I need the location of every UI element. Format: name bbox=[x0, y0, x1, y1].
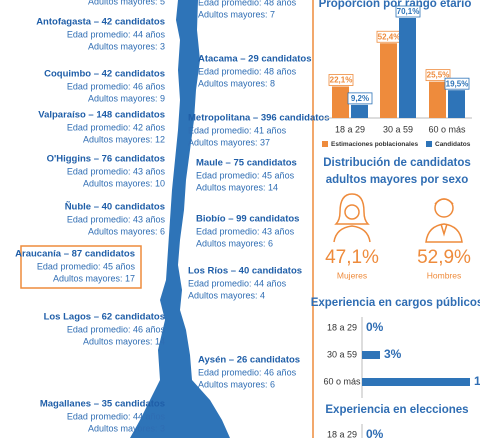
y-tick-label: 30 a 59 bbox=[327, 349, 357, 359]
value-label: 22,1% bbox=[330, 76, 353, 85]
woman-icon bbox=[333, 193, 371, 243]
bar bbox=[399, 18, 416, 118]
region-title: Valparaíso – 148 candidatos bbox=[38, 110, 165, 121]
chart-title: Experiencia en elecciones bbox=[325, 404, 468, 416]
label-box bbox=[347, 92, 373, 105]
value-label: 3% bbox=[384, 347, 402, 361]
region-seniors: Adultos mayores: 17 bbox=[53, 273, 135, 283]
region-age: Edad promedio: 43 años bbox=[67, 214, 166, 224]
region-seniors: Adultos mayores: 3 bbox=[88, 41, 165, 51]
chile-map bbox=[130, 0, 230, 438]
region-seniors: Adultos mayores: 6 bbox=[196, 238, 273, 248]
value-label: 19,5% bbox=[446, 79, 469, 88]
region-seniors: Adultos mayores: 9 bbox=[88, 93, 165, 103]
label-box bbox=[444, 77, 470, 90]
region-title: Magallanes – 35 candidatos bbox=[40, 399, 165, 410]
region-seniors: Adultos mayores: 14 bbox=[196, 182, 278, 192]
stat-label: Mujeres bbox=[337, 270, 367, 280]
region-title: Metropolitana – 396 candidatos bbox=[188, 113, 329, 124]
region-age: Edad promedio: 46 años bbox=[198, 367, 297, 377]
region-age: Edad promedio: 48 años bbox=[198, 0, 297, 7]
value-label: 25,5% bbox=[427, 71, 450, 80]
bar bbox=[380, 43, 397, 118]
region-age: Edad promedio: 45 años bbox=[37, 261, 136, 271]
region-seniors: Adultos mayores: 37 bbox=[188, 137, 270, 147]
bar bbox=[362, 378, 470, 386]
value-label: 0% bbox=[366, 427, 384, 438]
y-tick-label: 18 a 29 bbox=[327, 429, 357, 438]
region-seniors: Adultos mayores: 8 bbox=[198, 78, 275, 88]
region-seniors: Adultos mayores: 6 bbox=[198, 379, 275, 389]
region-title: Aysén – 26 candidatos bbox=[198, 355, 300, 366]
region-title: Los Lagos – 62 candidatos bbox=[44, 312, 165, 323]
region-seniors: Adultos mayores: 5 bbox=[88, 0, 165, 6]
region-seniors: Adultos mayores: 14 bbox=[83, 336, 165, 346]
chart-title: Distribución de candidatos adultos mayore… bbox=[323, 157, 471, 186]
region-title: Los Ríos – 40 candidatos bbox=[188, 266, 302, 277]
stat-value: 52,9% bbox=[417, 247, 471, 268]
man-icon bbox=[425, 198, 463, 243]
region-seniors: Adultos mayores: 4 bbox=[188, 290, 265, 300]
label-box bbox=[395, 5, 421, 18]
region-title: Ñuble – 40 candidatos bbox=[65, 202, 165, 213]
x-tick-label: 18 a 29 bbox=[335, 124, 365, 134]
x-tick-label: 60 o más bbox=[428, 124, 466, 134]
stat-value: 47,1% bbox=[325, 247, 379, 268]
bar bbox=[429, 81, 446, 118]
region-age: Edad promedio: 44 años bbox=[67, 411, 166, 421]
region-age: Edad promedio: 42 años bbox=[67, 122, 166, 132]
region-seniors: Adultos mayores: 6 bbox=[88, 226, 165, 236]
region-title: O'Higgins – 76 candidatos bbox=[47, 154, 165, 165]
legend-swatch bbox=[426, 141, 432, 147]
value-label: 70,1% bbox=[397, 7, 420, 16]
region-title: Coquimbo – 42 candidatos bbox=[44, 69, 165, 80]
value-label: 52,4% bbox=[378, 32, 401, 41]
region-age: Edad promedio: 43 años bbox=[67, 166, 166, 176]
bar bbox=[351, 104, 368, 118]
legend-label: Candidatos bbox=[435, 141, 471, 148]
bar bbox=[362, 351, 380, 359]
region-title: Maule – 75 candidatos bbox=[196, 158, 297, 169]
highlight-box bbox=[20, 245, 142, 289]
label-box bbox=[328, 74, 354, 86]
value-label: 18% bbox=[474, 374, 480, 388]
region-seniors: Adultos mayores: 12 bbox=[83, 134, 165, 144]
value-label: 9,2% bbox=[351, 94, 369, 103]
stat-label: Hombres bbox=[427, 270, 461, 280]
region-age: Edad promedio: 41 años bbox=[188, 125, 287, 135]
region-seniors: Adultos mayores: 10 bbox=[83, 178, 165, 188]
legend-swatch bbox=[322, 141, 328, 147]
region-title: Atacama – 29 candidatos bbox=[198, 54, 312, 65]
value-label: 0% bbox=[366, 320, 384, 334]
chart-title: Proporción por rango etario bbox=[319, 0, 472, 10]
bar bbox=[448, 90, 465, 118]
bar bbox=[332, 86, 349, 118]
region-title: Biobío – 99 candidatos bbox=[196, 214, 299, 225]
x-tick-label: 30 a 59 bbox=[383, 124, 413, 134]
region-age: Edad promedio: 44 años bbox=[188, 278, 287, 288]
y-tick-label: 60 o más bbox=[323, 376, 361, 386]
legend-label: Estimaciones poblacionales bbox=[331, 141, 418, 148]
y-tick-label: 18 a 29 bbox=[327, 322, 357, 332]
region-age: Edad promedio: 43 años bbox=[196, 226, 295, 236]
region-age: Edad promedio: 46 años bbox=[67, 81, 166, 91]
region-title: Araucanía – 87 candidatos bbox=[15, 249, 135, 260]
region-age: Edad promedio: 46 años bbox=[67, 324, 166, 334]
region-age: Edad promedio: 44 años bbox=[67, 29, 166, 39]
region-age: Edad promedio: 45 años bbox=[196, 170, 295, 180]
label-box bbox=[425, 69, 451, 82]
region-seniors: Adultos mayores: 3 bbox=[88, 423, 165, 433]
region-title: Antofagasta – 42 candidatos bbox=[36, 17, 165, 28]
region-age: Edad promedio: 48 años bbox=[198, 66, 297, 76]
region-seniors: Adultos mayores: 7 bbox=[198, 9, 275, 19]
chart-title: Experiencia en cargos públicos bbox=[311, 297, 480, 309]
